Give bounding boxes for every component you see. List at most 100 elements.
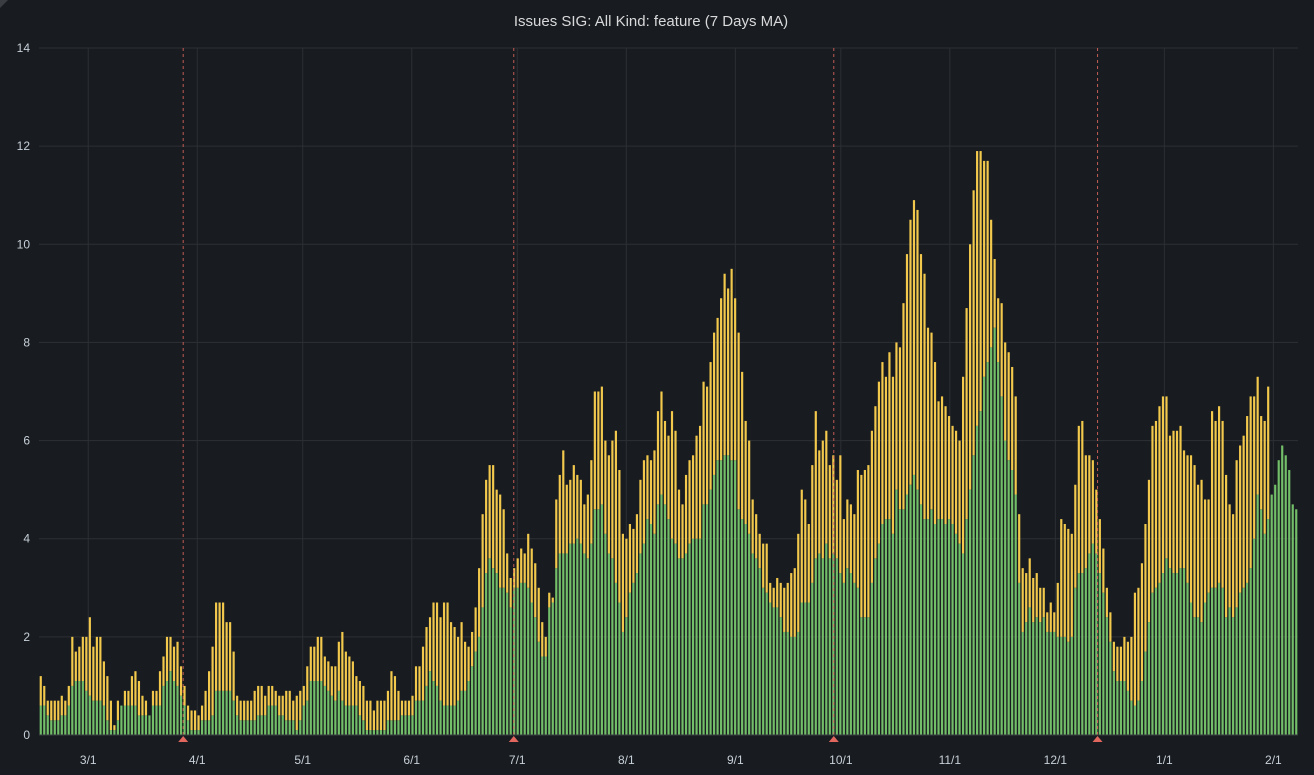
bar-green — [67, 705, 70, 735]
bar-yellow — [109, 700, 112, 731]
bar-yellow — [278, 695, 281, 716]
bar-green — [460, 690, 463, 735]
x-tick-label: 3/1 — [80, 753, 97, 767]
bar-green — [881, 523, 884, 735]
y-tick-label: 0 — [23, 728, 30, 742]
bar-green — [162, 685, 165, 735]
bar-green — [839, 573, 842, 735]
x-tick-label: 10/1 — [829, 753, 853, 767]
bar-yellow — [351, 661, 354, 706]
bar-green — [197, 730, 200, 735]
bar-yellow — [1218, 406, 1221, 583]
bar-yellow — [67, 685, 70, 706]
bar-green — [632, 582, 635, 735]
bar-yellow — [681, 504, 684, 559]
bar-yellow — [828, 465, 831, 559]
bar-yellow — [172, 646, 176, 682]
bar-yellow — [821, 440, 824, 559]
bar-yellow — [997, 298, 1000, 363]
bar-yellow — [215, 602, 218, 691]
bar-green — [720, 460, 723, 735]
bar-green — [358, 715, 361, 735]
bar-yellow — [411, 695, 414, 716]
bar-green — [727, 455, 730, 735]
bar-yellow — [158, 671, 162, 706]
panel-title[interactable]: Issues SIG: All Kind: feature (7 Days MA… — [513, 13, 789, 30]
bar-green — [102, 705, 105, 735]
bar-yellow — [1004, 342, 1007, 441]
bar-green — [779, 617, 782, 735]
bar-green — [797, 631, 800, 735]
bar-green — [940, 519, 944, 735]
bar-green — [400, 715, 404, 735]
bar-green — [765, 592, 768, 735]
bar-yellow — [1214, 420, 1217, 588]
y-tick-label: 12 — [17, 139, 31, 153]
bar-yellow — [78, 646, 81, 682]
bar-yellow — [113, 725, 116, 731]
bar-green — [972, 455, 975, 735]
bar-yellow — [225, 622, 228, 691]
bar-yellow — [1221, 420, 1224, 588]
bar-yellow — [1182, 450, 1186, 569]
annotation-marker-icon — [508, 736, 519, 742]
bar-yellow — [186, 705, 190, 721]
bar-green — [85, 690, 88, 735]
bar-green — [109, 730, 112, 735]
bar-green — [439, 700, 442, 735]
bar-green — [1295, 509, 1298, 735]
bar-green — [667, 519, 670, 735]
bar-green — [309, 681, 312, 735]
bar-yellow — [1095, 489, 1098, 554]
bar-yellow — [243, 700, 246, 721]
bar-green — [776, 607, 779, 735]
bar-yellow — [818, 450, 821, 554]
bar-green — [1161, 573, 1165, 735]
bar-green — [183, 705, 186, 735]
bar-yellow — [488, 465, 491, 559]
bar-green — [285, 720, 288, 735]
bar-green — [1172, 573, 1175, 735]
bar-yellow — [88, 617, 91, 696]
bar-yellow — [846, 499, 849, 569]
bar-yellow — [1158, 406, 1161, 583]
y-axis: 0 2 4 6 8 10 12 14 — [17, 41, 31, 742]
panel-corner-handle[interactable] — [0, 0, 8, 8]
bar-yellow — [537, 587, 540, 642]
bar-green — [1056, 636, 1059, 735]
bar-yellow — [1018, 514, 1021, 583]
bar-green — [211, 715, 214, 735]
bar-green — [919, 504, 923, 735]
bar-green — [1070, 636, 1073, 735]
bar-yellow — [372, 710, 376, 731]
bar-yellow — [365, 700, 368, 731]
annotation-marker-icon — [178, 736, 189, 742]
bar-yellow — [660, 391, 663, 495]
bar-yellow — [783, 587, 786, 632]
bar-yellow — [1014, 396, 1017, 495]
bar-green — [348, 705, 351, 735]
bar-yellow — [471, 631, 474, 667]
bar-yellow — [625, 538, 628, 618]
bar-yellow — [635, 514, 639, 574]
bar-green — [355, 705, 358, 735]
bar-green — [1130, 700, 1133, 735]
bar-yellow — [1154, 420, 1158, 588]
bar-yellow — [169, 636, 172, 672]
bar-green — [1032, 622, 1035, 735]
bar-yellow — [53, 700, 56, 721]
bar-green — [860, 617, 863, 735]
bar-green — [1235, 607, 1238, 735]
bar-green — [614, 582, 617, 735]
bar-yellow — [849, 504, 852, 574]
bar-yellow — [313, 646, 316, 682]
bar-yellow — [1091, 460, 1094, 544]
bar-green — [891, 533, 895, 735]
bar-yellow — [618, 470, 621, 603]
bar-yellow — [1063, 523, 1066, 637]
bar-green — [144, 715, 148, 735]
bar-yellow — [555, 499, 558, 569]
bar-green — [320, 681, 323, 735]
bar-green — [811, 582, 814, 735]
bar-green — [229, 690, 232, 735]
